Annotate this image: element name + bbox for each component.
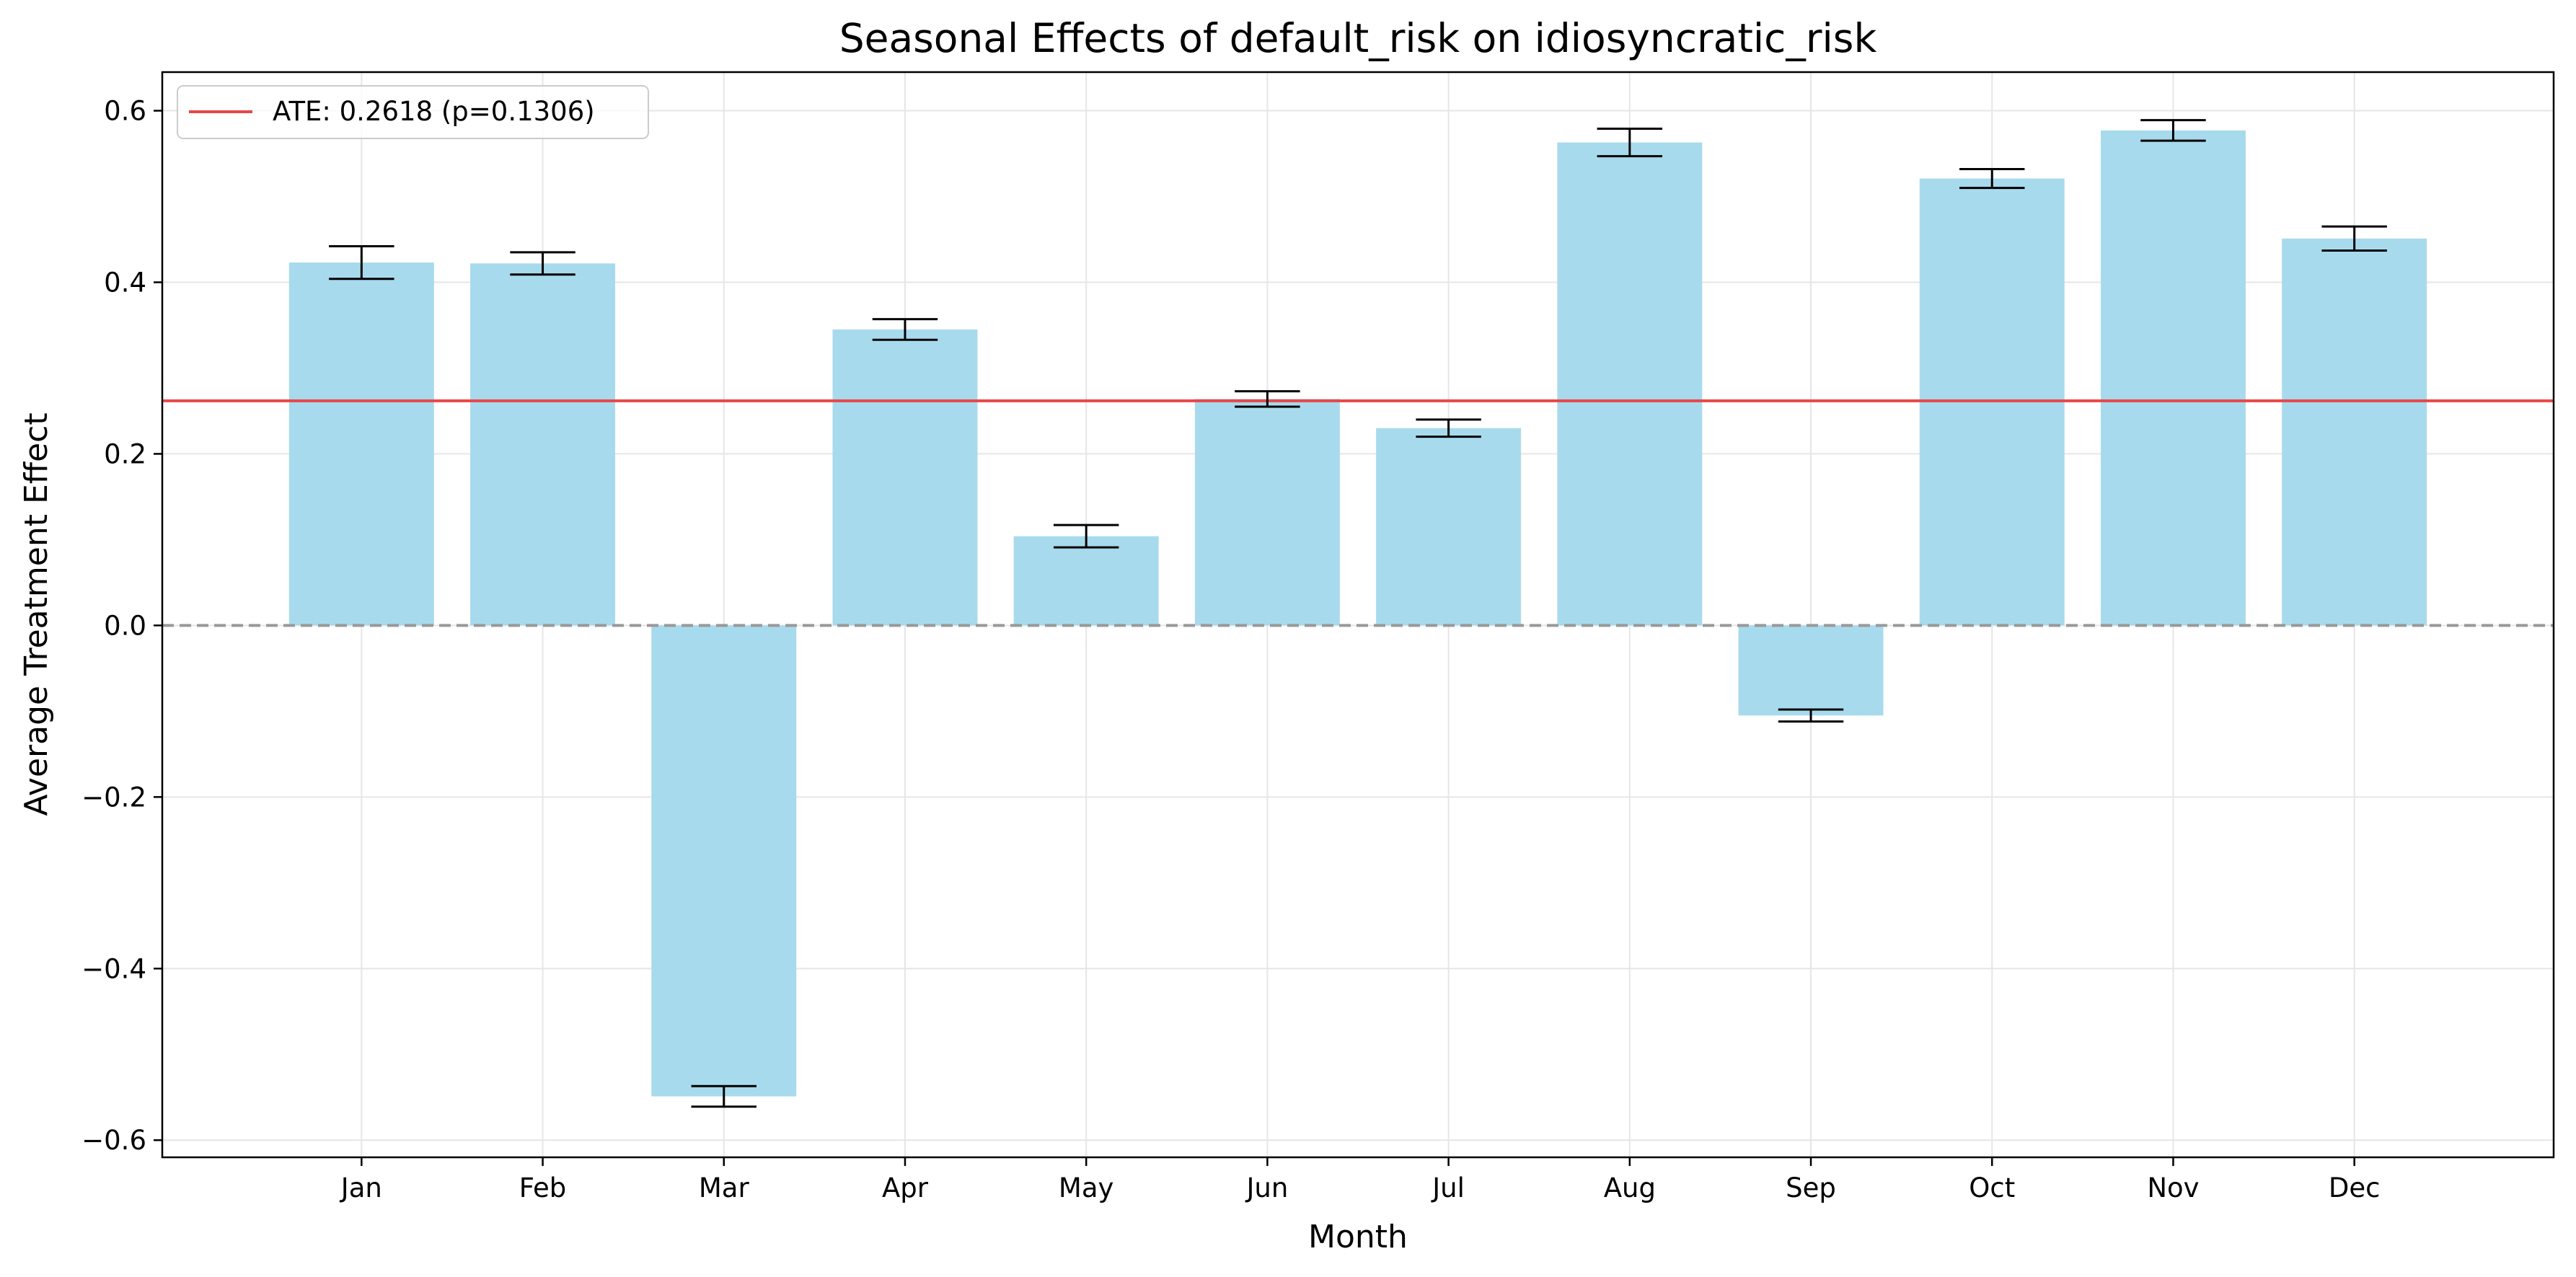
y-axis-title: Average Treatment Effect bbox=[18, 412, 55, 816]
bar-sep bbox=[1738, 625, 1884, 716]
y-tick-label: 0.0 bbox=[104, 610, 146, 641]
bar-jan bbox=[288, 262, 434, 626]
x-tick-label: Jan bbox=[340, 1172, 382, 1203]
x-tick-label: Jul bbox=[1431, 1172, 1465, 1203]
plot-frame bbox=[161, 71, 2555, 1159]
x-tick-label: Mar bbox=[699, 1172, 750, 1203]
y-tick-label: −0.2 bbox=[81, 782, 146, 813]
bar-nov bbox=[2100, 130, 2246, 626]
bar-jul bbox=[1376, 428, 1522, 626]
error-bars bbox=[329, 119, 2387, 1108]
x-tick-label: Aug bbox=[1604, 1172, 1656, 1203]
x-tick-label: Apr bbox=[882, 1172, 929, 1203]
x-tick-label: Nov bbox=[2147, 1172, 2199, 1203]
y-tick-label: 0.2 bbox=[104, 438, 146, 469]
y-tick-label: 0.4 bbox=[104, 267, 146, 298]
bar-may bbox=[1013, 536, 1159, 626]
reference-lines bbox=[162, 399, 2554, 627]
y-tick-label: −0.4 bbox=[81, 953, 146, 984]
x-axis-title: Month bbox=[1308, 1219, 1408, 1255]
x-tick-label: Jun bbox=[1245, 1172, 1288, 1203]
x-tick-label: May bbox=[1059, 1172, 1114, 1203]
bar-mar bbox=[651, 625, 797, 1097]
y-tick-label: −0.6 bbox=[81, 1125, 146, 1156]
x-tick-label: Sep bbox=[1786, 1172, 1836, 1203]
bar-aug bbox=[1557, 142, 1703, 626]
bar-jun bbox=[1194, 399, 1340, 626]
legend: ATE: 0.2618 (p=0.1306) bbox=[177, 85, 649, 139]
bar-apr bbox=[832, 329, 978, 626]
x-tick-label: Feb bbox=[519, 1172, 567, 1203]
y-tick-label: 0.6 bbox=[104, 96, 146, 127]
chart-title: Seasonal Effects of default_risk on idio… bbox=[839, 15, 1877, 61]
x-tick-label: Dec bbox=[2329, 1172, 2381, 1203]
x-tick-label: Oct bbox=[1969, 1172, 2015, 1203]
bar-dec bbox=[2282, 238, 2427, 626]
y-axis-ticks: −0.6 −0.4 −0.2 0.0 0.2 0.4 0.6 bbox=[81, 96, 162, 1156]
bar-feb bbox=[470, 263, 616, 626]
legend-ate-label: ATE: 0.2618 (p=0.1306) bbox=[273, 96, 595, 127]
x-axis-ticks: Jan Feb Mar Apr May Jun Jul Aug Sep Oct Nov Dec bbox=[340, 1157, 2381, 1203]
legend-box bbox=[177, 85, 649, 139]
